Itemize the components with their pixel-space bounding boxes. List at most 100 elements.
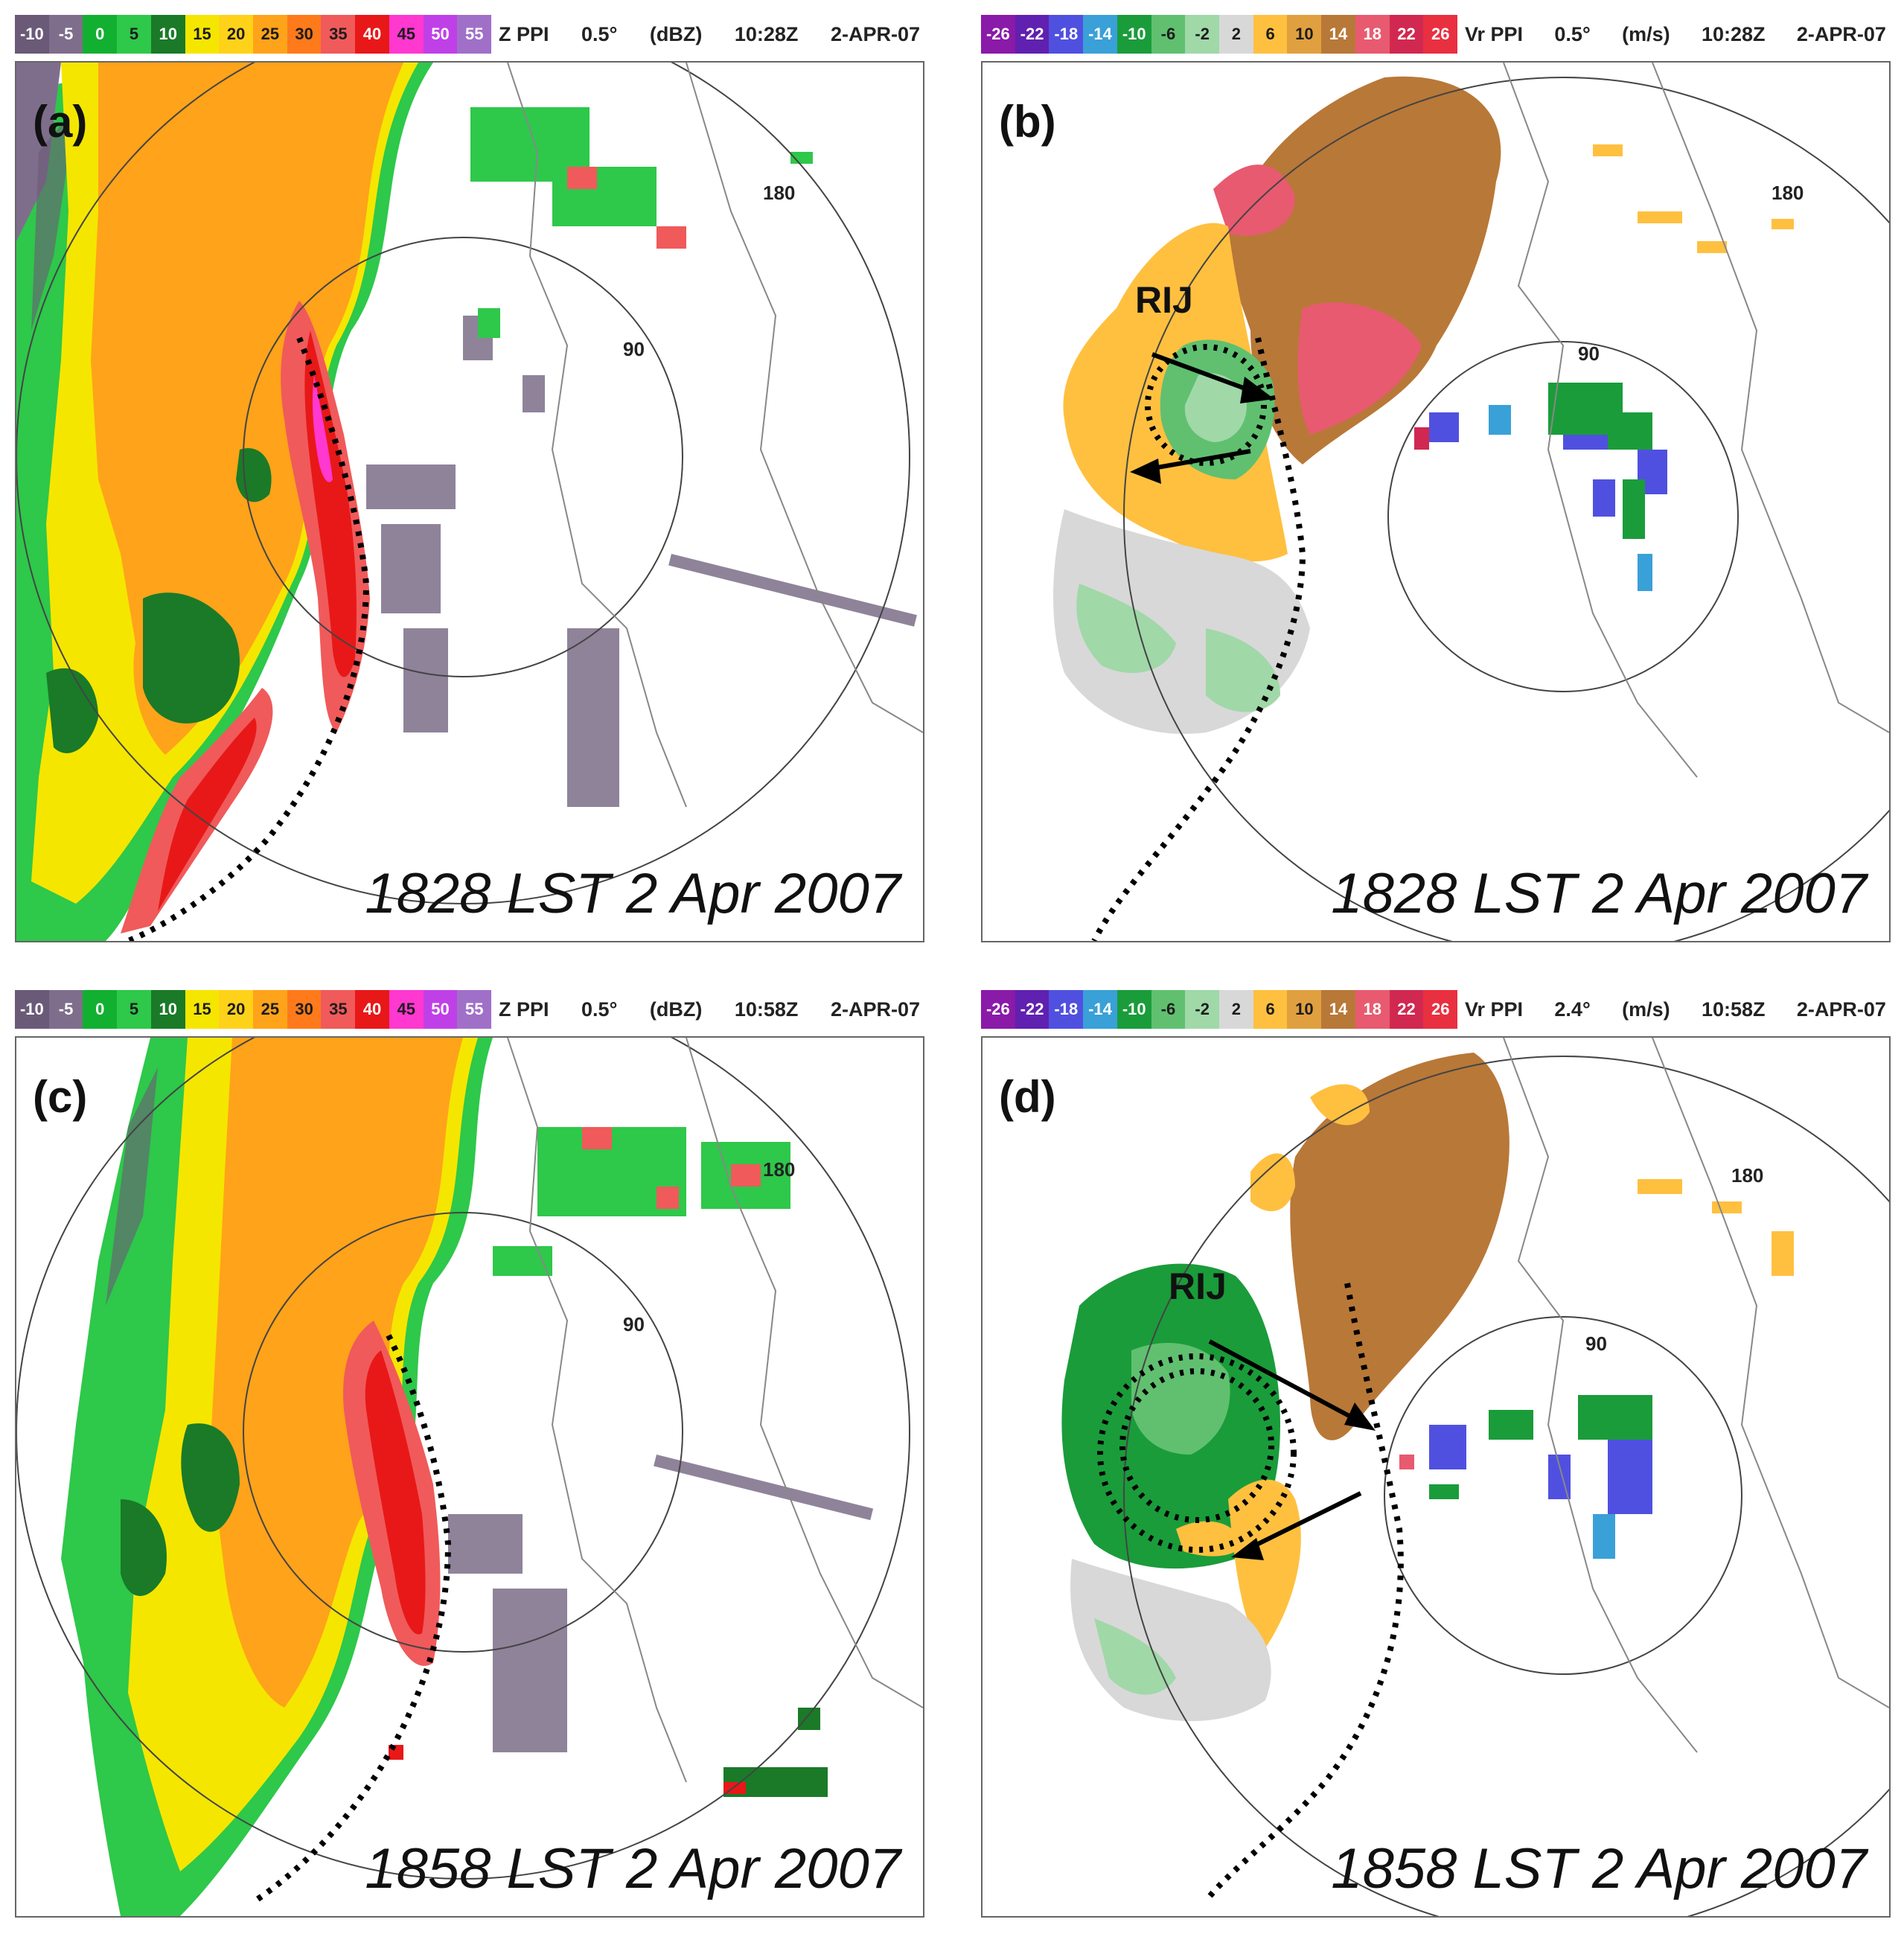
panel-label: (b) — [999, 97, 1056, 147]
colorbar-cell: 55 — [457, 15, 492, 54]
utc-time: 10:58Z — [734, 997, 799, 1021]
date-label: 2-APR-07 — [830, 22, 920, 45]
panel-d: -26 -22 -18 -14 -10 -6 -2 2 6 10 14 18 2… — [981, 990, 1891, 1921]
colorbar-cell: -10 — [1116, 990, 1151, 1029]
colorbar-cell: 20 — [219, 15, 254, 54]
colorbar-cell: 20 — [219, 990, 254, 1029]
velocity-colorbar: -26 -22 -18 -14 -10 -6 -2 2 6 10 14 18 2… — [981, 15, 1458, 54]
radar-image-frame: (c) 180 90 1858 LST 2 Apr 2007 — [15, 1036, 924, 1918]
colorbar-cell: -26 — [981, 990, 1015, 1029]
ring-label-inner: 90 — [1585, 1332, 1607, 1355]
timestamp: 1828 LST 2 Apr 2007 — [1331, 862, 1867, 925]
colorbar-cell: -22 — [1015, 15, 1050, 54]
panel-label: (a) — [33, 97, 88, 147]
panel-header: Vr PPI 2.4° (m/s) 10:58Z 2-APR-07 — [1465, 990, 1889, 1029]
product-name: Z PPI — [499, 22, 549, 45]
rij-annotation: RIJ — [1135, 279, 1193, 321]
date-label: 2-APR-07 — [1796, 997, 1886, 1021]
timestamp: 1858 LST 2 Apr 2007 — [365, 1837, 901, 1900]
colorbar-cell: 15 — [185, 990, 220, 1029]
reflectivity-colorbar: -10 -5 0 5 10 15 20 25 30 35 40 45 50 55 — [15, 990, 492, 1029]
colorbar-cell: -10 — [1116, 15, 1151, 54]
colorbar-cell: -26 — [981, 15, 1015, 54]
elevation-angle: 0.5° — [581, 22, 618, 45]
radar-image-frame: (b) RIJ 180 90 1828 LST 2 Apr 2007 — [981, 61, 1891, 942]
colorbar-cell: -18 — [1049, 15, 1084, 54]
colorbar-cell: 35 — [321, 15, 356, 54]
colorbar-cell: 30 — [287, 990, 322, 1029]
panel-header: Z PPI 0.5° (dBZ) 10:58Z 2-APR-07 — [499, 990, 923, 1029]
colorbar-cell: 26 — [1423, 990, 1458, 1029]
velocity-map — [1061, 1038, 1889, 1916]
rij-annotation: RIJ — [1169, 1265, 1227, 1307]
colorbar-cell: -2 — [1185, 15, 1220, 54]
ring-label-inner: 90 — [623, 338, 645, 360]
colorbar-cell: 18 — [1355, 15, 1390, 54]
colorbar-cell: 50 — [423, 15, 458, 54]
ring-label-inner: 90 — [623, 1313, 645, 1335]
unit-label: (m/s) — [1622, 22, 1670, 45]
colorbar-cell: -10 — [15, 15, 49, 54]
colorbar-cell: -2 — [1185, 990, 1220, 1029]
ring-label-outer: 180 — [1731, 1164, 1764, 1187]
colorbar-cell: -6 — [1151, 990, 1186, 1029]
elevation-angle: 2.4° — [1554, 997, 1591, 1021]
colorbar-cell: 0 — [83, 990, 118, 1029]
product-name: Vr PPI — [1465, 997, 1524, 1021]
date-label: 2-APR-07 — [1796, 22, 1886, 45]
colorbar-cell: 26 — [1423, 15, 1458, 54]
unit-label: (dBZ) — [649, 997, 703, 1021]
ring-label-outer: 180 — [1772, 182, 1804, 204]
utc-time: 10:28Z — [734, 22, 799, 45]
colorbar-cell: 6 — [1253, 15, 1288, 54]
timestamp: 1828 LST 2 Apr 2007 — [365, 862, 901, 925]
colorbar-cell: 45 — [389, 15, 424, 54]
unit-label: (dBZ) — [649, 22, 703, 45]
reflectivity-colorbar: -10 -5 0 5 10 15 20 25 30 35 40 45 50 55 — [15, 15, 492, 54]
panel-label: (d) — [999, 1072, 1056, 1122]
colorbar-cell: 2 — [1219, 990, 1253, 1029]
colorbar-cell: 22 — [1389, 990, 1424, 1029]
product-name: Z PPI — [499, 997, 549, 1021]
radar-image-frame: (a) 180 90 1828 LST 2 Apr 2007 — [15, 61, 924, 942]
colorbar-cell: 10 — [150, 990, 185, 1029]
elevation-angle: 0.5° — [581, 997, 618, 1021]
colorbar-cell: -14 — [1083, 990, 1117, 1029]
panel-label: (c) — [33, 1072, 88, 1122]
colorbar-cell: -22 — [1015, 990, 1050, 1029]
utc-time: 10:58Z — [1701, 997, 1766, 1021]
colorbar-cell: 40 — [355, 15, 389, 54]
panel-b: -26 -22 -18 -14 -10 -6 -2 2 6 10 14 18 2… — [981, 15, 1891, 945]
colorbar-cell: 25 — [253, 15, 287, 54]
ring-label-inner: 90 — [1578, 342, 1600, 365]
colorbar-cell: 10 — [150, 15, 185, 54]
ring-label-outer: 180 — [763, 1158, 796, 1181]
date-label: 2-APR-07 — [830, 997, 920, 1021]
colorbar-cell: 2 — [1219, 15, 1253, 54]
panel-a: -10 -5 0 5 10 15 20 25 30 35 40 45 50 55… — [15, 15, 924, 945]
colorbar-cell: 10 — [1287, 15, 1322, 54]
colorbar-cell: 30 — [287, 15, 322, 54]
product-name: Vr PPI — [1465, 22, 1524, 45]
utc-time: 10:28Z — [1701, 22, 1766, 45]
reflectivity-map — [16, 1038, 923, 1916]
colorbar-cell: 15 — [185, 15, 220, 54]
radar-image-frame: (d) RIJ 180 90 1858 LST 2 Apr 2007 — [981, 1036, 1891, 1918]
colorbar-cell: -14 — [1083, 15, 1117, 54]
elevation-angle: 0.5° — [1554, 22, 1591, 45]
colorbar-cell: 45 — [389, 990, 424, 1029]
colorbar-cell: 5 — [117, 15, 151, 54]
colorbar-cell: 5 — [117, 990, 151, 1029]
reflectivity-map — [16, 63, 923, 941]
colorbar-cell: 14 — [1321, 990, 1355, 1029]
colorbar-cell: 6 — [1253, 990, 1288, 1029]
colorbar-cell: 14 — [1321, 15, 1355, 54]
colorbar-cell: 10 — [1287, 990, 1322, 1029]
colorbar-cell: 55 — [457, 990, 492, 1029]
colorbar-cell: 0 — [83, 15, 118, 54]
colorbar-cell: -5 — [48, 990, 83, 1029]
unit-label: (m/s) — [1622, 997, 1670, 1021]
timestamp: 1858 LST 2 Apr 2007 — [1331, 1837, 1867, 1900]
colorbar-cell: 25 — [253, 990, 287, 1029]
panel-c: -10 -5 0 5 10 15 20 25 30 35 40 45 50 55… — [15, 990, 924, 1921]
